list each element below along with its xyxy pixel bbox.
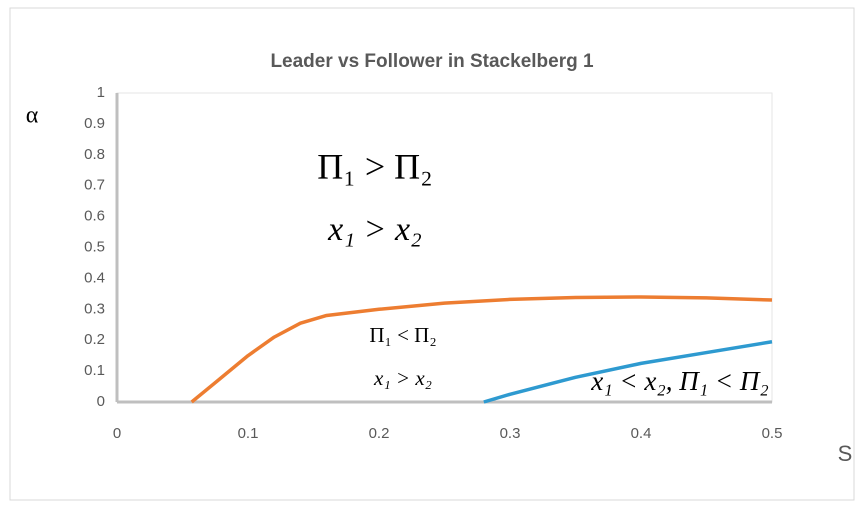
line	[483, 340, 773, 404]
line	[190, 295, 773, 404]
chart-title: Leader vs Follower in Stackelberg 1	[270, 51, 594, 72]
annotation: x₁ < x₂, Π₁ < Π₂	[590, 366, 768, 396]
y-tick-label: 0.7	[84, 177, 105, 194]
y-tick-label: 0.4	[84, 269, 105, 286]
annotation: Π₁ > Π₂	[317, 146, 432, 186]
chart-frame	[9, 7, 855, 501]
x-tick-label: 0.5	[762, 425, 783, 442]
y-tick-label: 0.5	[84, 238, 105, 255]
y-tick-label: 0	[97, 393, 105, 410]
annotation: x₁ > x₂	[373, 366, 432, 390]
y-axis-label: α	[26, 103, 39, 129]
x-tick-label: 0.4	[631, 425, 652, 442]
x-tick-label: 0.3	[500, 425, 521, 442]
x-axis-label: S	[838, 441, 853, 466]
y-tick-label: 0.9	[84, 115, 105, 132]
x-tick-label: 0.2	[369, 425, 390, 442]
y-tick-label: 0.1	[84, 362, 105, 379]
x-tick-label: 0	[113, 425, 121, 442]
annotation: x₁ > x₂	[327, 211, 422, 248]
plot-frame	[116, 92, 773, 403]
y-tick-label: 0.2	[84, 331, 105, 348]
y-tick-label: 0.8	[84, 146, 105, 163]
annotation: Π₁ < Π₂	[369, 323, 436, 347]
y-tick-label: 1	[97, 84, 105, 101]
y-tick-label: 0.6	[84, 208, 105, 225]
x-tick-label: 0.1	[238, 425, 259, 442]
y-tick-label: 0.3	[84, 300, 105, 317]
